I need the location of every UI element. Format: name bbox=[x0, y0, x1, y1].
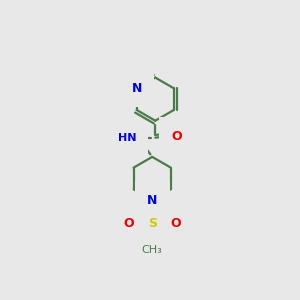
Text: O: O bbox=[124, 217, 134, 230]
Text: CH₃: CH₃ bbox=[142, 245, 163, 255]
Text: O: O bbox=[172, 130, 182, 142]
Text: N: N bbox=[131, 82, 142, 95]
Text: S: S bbox=[148, 217, 157, 230]
Text: N: N bbox=[147, 194, 158, 206]
Text: HN: HN bbox=[118, 133, 137, 142]
Text: O: O bbox=[170, 217, 181, 230]
